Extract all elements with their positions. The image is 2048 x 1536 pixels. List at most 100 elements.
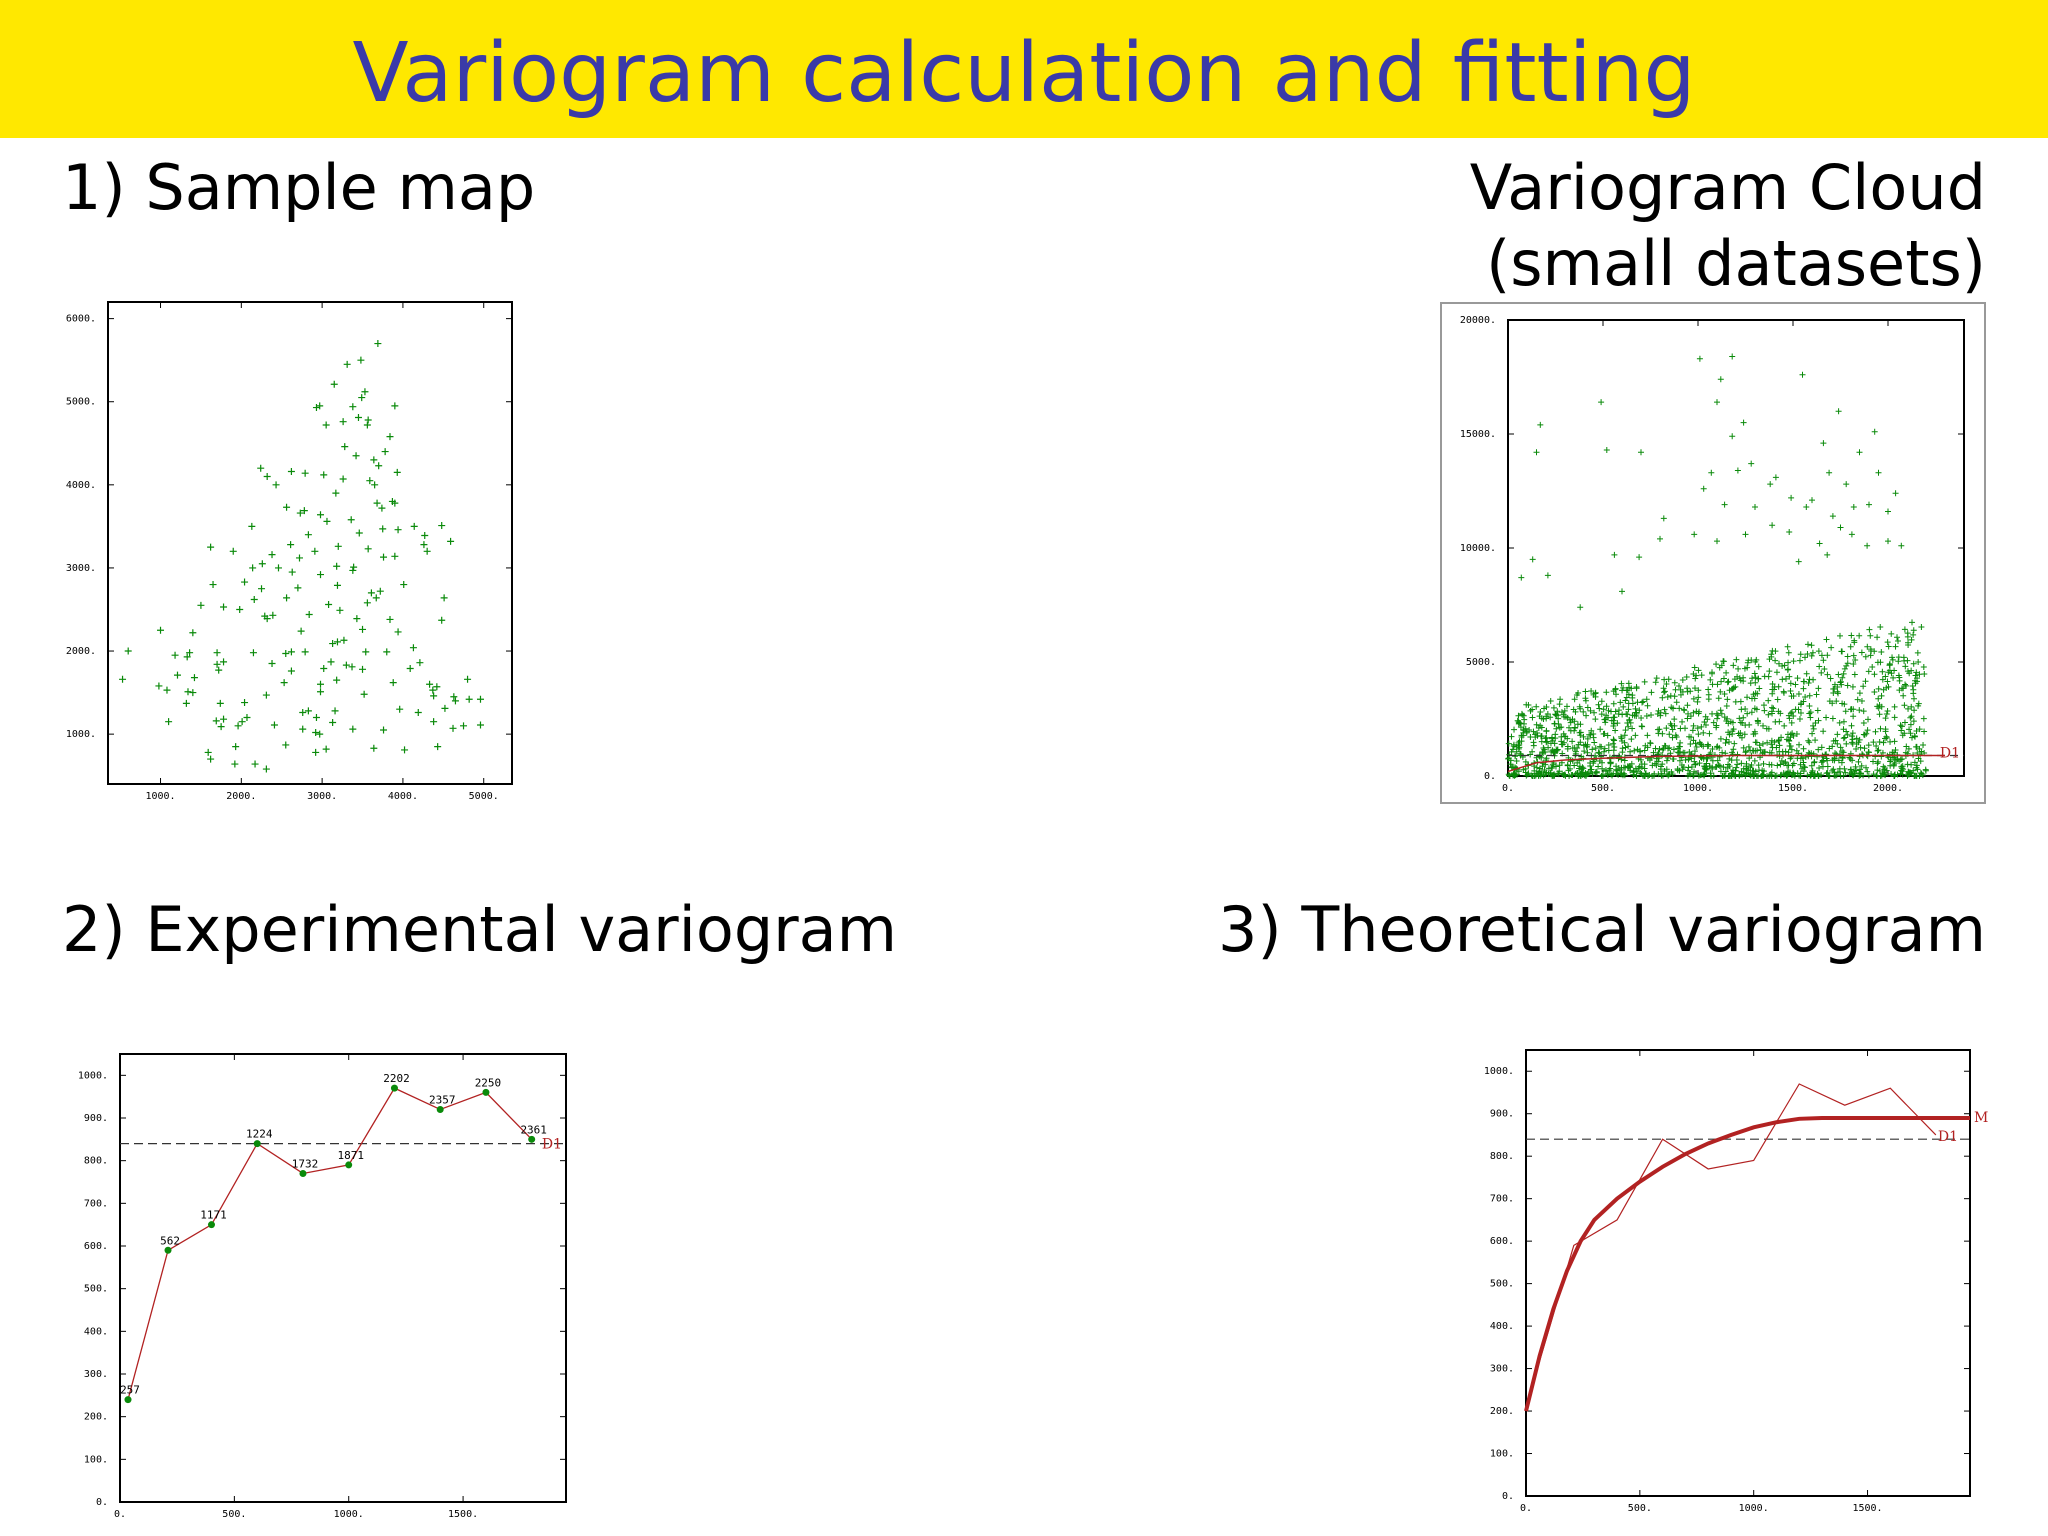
- sample-point: [268, 660, 276, 667]
- cloud-point: [1888, 630, 1895, 637]
- sample-point: [317, 571, 325, 579]
- cloud-point: [1909, 683, 1916, 690]
- cloud-point: [1768, 761, 1775, 768]
- cloud-point: [1761, 707, 1768, 714]
- sample-point: [391, 552, 399, 560]
- cloud-point: [1684, 685, 1691, 692]
- cloud-point: [1691, 768, 1698, 775]
- cloud-point: [1760, 722, 1767, 729]
- cloud-point: [1618, 771, 1625, 778]
- cloud-point: [1851, 671, 1858, 678]
- cloud-point: [1886, 662, 1893, 669]
- y-tick-label: 15000.: [1460, 429, 1496, 440]
- cloud-point: [1558, 724, 1565, 731]
- cloud-point: [1885, 643, 1892, 650]
- cloud-point: [1549, 734, 1556, 741]
- cloud-point: [1805, 680, 1812, 687]
- cloud-point: [1801, 763, 1808, 770]
- cloud-point: [1841, 665, 1848, 672]
- cloud-point: [1797, 709, 1804, 716]
- cloud-point: [1855, 758, 1862, 765]
- cloud-point: [1879, 668, 1886, 675]
- x-tick-label: 1500.: [1778, 783, 1808, 794]
- sample-point: [197, 601, 205, 609]
- cloud-point: [1638, 723, 1645, 730]
- cloud-point: [1898, 723, 1905, 730]
- cloud-point: [1662, 710, 1669, 717]
- sample-point: [257, 464, 265, 472]
- cloud-point: [1550, 704, 1557, 711]
- sample-point: [220, 658, 228, 666]
- cloud-point: [1883, 733, 1890, 740]
- cloud-point: [1584, 704, 1591, 711]
- sample-point: [190, 674, 198, 682]
- cloud-point: [1875, 758, 1882, 765]
- cloud-point: [1858, 698, 1865, 705]
- cloud-point: [1505, 740, 1512, 747]
- cloud-point: [1577, 729, 1584, 736]
- cloud-point: [1882, 715, 1889, 722]
- cloud-point: [1815, 746, 1822, 753]
- cloud-point: [1831, 755, 1838, 762]
- cloud-point: [1904, 761, 1911, 768]
- cloud-point: [1733, 756, 1740, 763]
- cloud-point: [1698, 672, 1705, 679]
- sample-point: [204, 748, 212, 756]
- cloud-point: [1921, 728, 1928, 735]
- cloud-point: [1723, 736, 1730, 743]
- cloud-point: [1915, 658, 1922, 665]
- sample-point: [305, 610, 313, 618]
- sample-point: [258, 560, 266, 568]
- page-title: Variogram calculation and fitting: [352, 26, 1696, 121]
- cloud-point: [1918, 748, 1925, 755]
- cloud-point: [1671, 722, 1678, 729]
- cloud-point: [1582, 741, 1589, 748]
- cloud-point: [1860, 708, 1867, 715]
- cloud-point: [1601, 745, 1608, 752]
- cloud-point: [1510, 771, 1517, 778]
- cloud-point: [1677, 748, 1684, 755]
- cloud-point: [1515, 712, 1522, 719]
- sample-point: [450, 693, 458, 701]
- cloud-point: [1692, 761, 1699, 768]
- cloud-point: [1920, 663, 1927, 670]
- cloud-point: [1648, 711, 1655, 718]
- y-tick-label: 600.: [84, 1241, 108, 1252]
- title-bar: [0, 0, 2048, 138]
- cloud-point: [1615, 707, 1622, 714]
- sample-point: [301, 648, 309, 656]
- cloud-point: [1677, 725, 1684, 732]
- cloud-point: [1731, 740, 1738, 747]
- cloud-point: [1882, 726, 1889, 733]
- cloud-point: [1576, 765, 1583, 772]
- cloud-point: [1809, 767, 1816, 774]
- cloud-point: [1807, 714, 1814, 721]
- cloud-point: [1769, 522, 1776, 529]
- sample-point: [317, 511, 325, 519]
- cloud-point: [1709, 757, 1716, 764]
- y-tick-label: 3000.: [66, 563, 96, 574]
- cloud-point: [1636, 554, 1643, 561]
- cloud-point: [1818, 669, 1825, 676]
- cloud-point: [1611, 551, 1618, 558]
- cloud-point: [1656, 726, 1663, 733]
- cloud-point: [1733, 656, 1740, 663]
- cloud-point: [1784, 772, 1791, 779]
- cloud-point: [1672, 686, 1679, 693]
- cloud-point: [1598, 399, 1605, 406]
- cloud-point: [1713, 661, 1720, 668]
- cloud-point: [1627, 767, 1634, 774]
- cloud-point: [1748, 460, 1755, 467]
- cloud-point: [1760, 702, 1767, 709]
- cloud-point: [1753, 656, 1760, 663]
- sample-point: [301, 469, 309, 477]
- cloud-point: [1732, 772, 1739, 779]
- sample-point: [358, 394, 366, 402]
- cloud-point: [1796, 657, 1803, 664]
- cloud-point: [1719, 772, 1726, 779]
- cloud-point: [1707, 770, 1714, 777]
- sample-point: [119, 675, 127, 683]
- sample-point: [332, 489, 340, 497]
- cloud-point: [1619, 588, 1625, 595]
- cloud-point: [1577, 604, 1584, 611]
